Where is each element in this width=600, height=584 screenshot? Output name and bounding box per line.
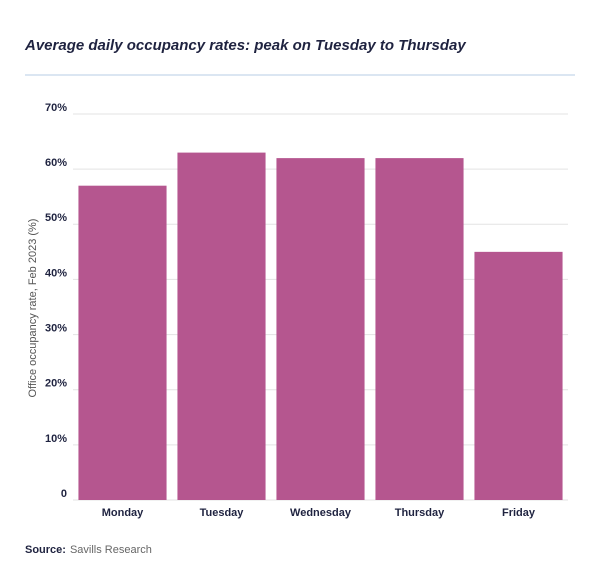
source-text: Savills Research bbox=[70, 544, 152, 556]
y-tick-label: 20% bbox=[45, 378, 67, 390]
y-tick-label: 0 bbox=[61, 488, 67, 500]
bar bbox=[177, 152, 266, 500]
bar bbox=[78, 185, 167, 500]
y-axis-label: Office occupancy rate, Feb 2023 (%) bbox=[27, 219, 39, 398]
bar bbox=[375, 158, 464, 500]
y-tick-label: 50% bbox=[45, 212, 67, 224]
x-tick-label: Wednesday bbox=[290, 507, 352, 519]
x-tick-label: Tuesday bbox=[200, 507, 245, 519]
x-tick-label: Thursday bbox=[395, 507, 445, 519]
source-label: Source: bbox=[25, 544, 66, 556]
y-tick-label: 60% bbox=[45, 157, 67, 169]
y-tick-label: 30% bbox=[45, 322, 67, 334]
chart-title: Average daily occupancy rates: peak on T… bbox=[24, 37, 466, 54]
bar bbox=[474, 251, 563, 500]
bar bbox=[276, 158, 365, 500]
y-tick-label: 40% bbox=[45, 267, 67, 279]
y-tick-label: 70% bbox=[45, 102, 67, 114]
source: Source: Savills Research bbox=[25, 544, 152, 556]
x-tick-label: Friday bbox=[502, 507, 536, 519]
x-tick-label: Monday bbox=[102, 507, 144, 519]
y-tick-label: 10% bbox=[45, 433, 67, 445]
